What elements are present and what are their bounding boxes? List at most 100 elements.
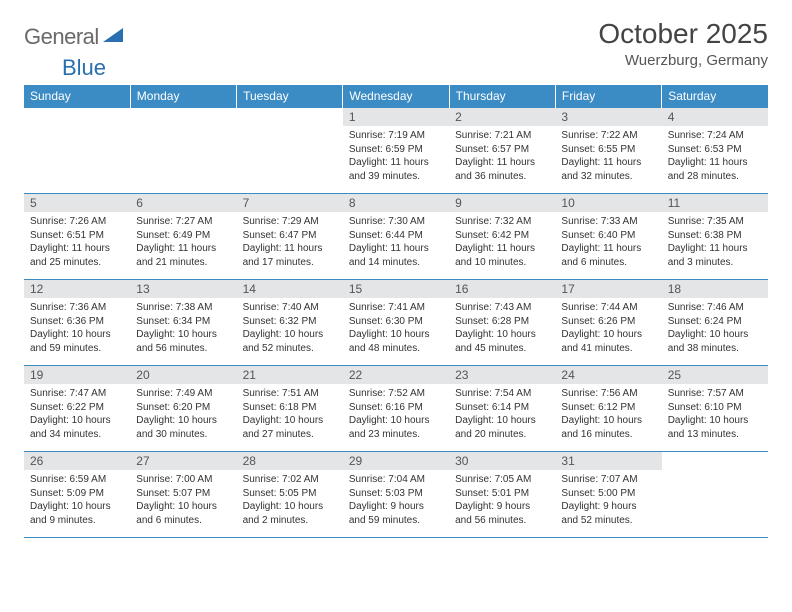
sunrise-text: Sunrise: 7:30 AM [349,215,443,229]
day-number: 16 [449,280,555,298]
day-cell: 28Sunrise: 7:02 AMSunset: 5:05 PMDayligh… [237,452,343,538]
sunset-text: Sunset: 6:10 PM [668,401,762,415]
day-cell: . [130,108,236,194]
daylight-text: Daylight: 10 hours and 45 minutes. [455,328,549,355]
daylight-text: Daylight: 11 hours and 32 minutes. [561,156,655,183]
sunset-text: Sunset: 6:47 PM [243,229,337,243]
week-row: 5Sunrise: 7:26 AMSunset: 6:51 PMDaylight… [24,194,768,280]
sunrise-text: Sunrise: 7:41 AM [349,301,443,315]
day-number: 14 [237,280,343,298]
sunset-text: Sunset: 6:42 PM [455,229,549,243]
sunrise-text: Sunrise: 7:27 AM [136,215,230,229]
day-details: Sunrise: 7:40 AMSunset: 6:32 PMDaylight:… [237,298,343,359]
calendar-table: SundayMondayTuesdayWednesdayThursdayFrid… [24,85,768,538]
week-row: ...1Sunrise: 7:19 AMSunset: 6:59 PMDayli… [24,108,768,194]
daylight-text: Daylight: 10 hours and 30 minutes. [136,414,230,441]
day-cell: 12Sunrise: 7:36 AMSunset: 6:36 PMDayligh… [24,280,130,366]
day-number: 10 [555,194,661,212]
day-cell: . [662,452,768,538]
sunrise-text: Sunrise: 7:22 AM [561,129,655,143]
daylight-text: Daylight: 10 hours and 38 minutes. [668,328,762,355]
sunset-text: Sunset: 5:01 PM [455,487,549,501]
sunrise-text: Sunrise: 7:07 AM [561,473,655,487]
column-header: Friday [555,85,661,108]
sunrise-text: Sunrise: 7:32 AM [455,215,549,229]
daylight-text: Daylight: 11 hours and 25 minutes. [30,242,124,269]
day-details: Sunrise: 7:38 AMSunset: 6:34 PMDaylight:… [130,298,236,359]
day-details: Sunrise: 7:44 AMSunset: 6:26 PMDaylight:… [555,298,661,359]
week-row: 26Sunrise: 6:59 AMSunset: 5:09 PMDayligh… [24,452,768,538]
sunset-text: Sunset: 6:12 PM [561,401,655,415]
sunrise-text: Sunrise: 7:04 AM [349,473,443,487]
sunrise-text: Sunrise: 7:29 AM [243,215,337,229]
day-cell: 11Sunrise: 7:35 AMSunset: 6:38 PMDayligh… [662,194,768,280]
day-details: Sunrise: 7:21 AMSunset: 6:57 PMDaylight:… [449,126,555,187]
column-header: Sunday [24,85,130,108]
daylight-text: Daylight: 10 hours and 27 minutes. [243,414,337,441]
day-cell: 17Sunrise: 7:44 AMSunset: 6:26 PMDayligh… [555,280,661,366]
sunrise-text: Sunrise: 7:24 AM [668,129,762,143]
day-details: Sunrise: 7:36 AMSunset: 6:36 PMDaylight:… [24,298,130,359]
day-details: Sunrise: 7:33 AMSunset: 6:40 PMDaylight:… [555,212,661,273]
day-details: Sunrise: 6:59 AMSunset: 5:09 PMDaylight:… [24,470,130,531]
daylight-text: Daylight: 10 hours and 48 minutes. [349,328,443,355]
sunset-text: Sunset: 5:05 PM [243,487,337,501]
day-details: Sunrise: 7:35 AMSunset: 6:38 PMDaylight:… [662,212,768,273]
day-number: 17 [555,280,661,298]
daylight-text: Daylight: 10 hours and 52 minutes. [243,328,337,355]
day-details: Sunrise: 7:54 AMSunset: 6:14 PMDaylight:… [449,384,555,445]
sunset-text: Sunset: 6:22 PM [30,401,124,415]
day-number: 2 [449,108,555,126]
day-cell: 2Sunrise: 7:21 AMSunset: 6:57 PMDaylight… [449,108,555,194]
sunrise-text: Sunrise: 7:00 AM [136,473,230,487]
sunset-text: Sunset: 5:00 PM [561,487,655,501]
sunset-text: Sunset: 6:18 PM [243,401,337,415]
sunset-text: Sunset: 6:32 PM [243,315,337,329]
sunset-text: Sunset: 6:59 PM [349,143,443,157]
day-cell: 31Sunrise: 7:07 AMSunset: 5:00 PMDayligh… [555,452,661,538]
week-row: 19Sunrise: 7:47 AMSunset: 6:22 PMDayligh… [24,366,768,452]
sunset-text: Sunset: 6:30 PM [349,315,443,329]
day-details: Sunrise: 7:30 AMSunset: 6:44 PMDaylight:… [343,212,449,273]
day-cell: 10Sunrise: 7:33 AMSunset: 6:40 PMDayligh… [555,194,661,280]
day-number: 15 [343,280,449,298]
day-details: Sunrise: 7:19 AMSunset: 6:59 PMDaylight:… [343,126,449,187]
day-number: 24 [555,366,661,384]
daylight-text: Daylight: 9 hours and 59 minutes. [349,500,443,527]
sunset-text: Sunset: 6:53 PM [668,143,762,157]
day-details: Sunrise: 7:00 AMSunset: 5:07 PMDaylight:… [130,470,236,531]
day-details: Sunrise: 7:57 AMSunset: 6:10 PMDaylight:… [662,384,768,445]
day-details: Sunrise: 7:32 AMSunset: 6:42 PMDaylight:… [449,212,555,273]
day-cell: 19Sunrise: 7:47 AMSunset: 6:22 PMDayligh… [24,366,130,452]
logo-text-1: General [24,24,99,50]
day-cell: 7Sunrise: 7:29 AMSunset: 6:47 PMDaylight… [237,194,343,280]
daylight-text: Daylight: 10 hours and 34 minutes. [30,414,124,441]
column-header: Tuesday [237,85,343,108]
day-cell: 22Sunrise: 7:52 AMSunset: 6:16 PMDayligh… [343,366,449,452]
day-number: 13 [130,280,236,298]
day-number: 1 [343,108,449,126]
sunrise-text: Sunrise: 7:35 AM [668,215,762,229]
sunrise-text: Sunrise: 7:49 AM [136,387,230,401]
daylight-text: Daylight: 9 hours and 56 minutes. [455,500,549,527]
sunrise-text: Sunrise: 7:36 AM [30,301,124,315]
daylight-text: Daylight: 10 hours and 59 minutes. [30,328,124,355]
day-cell: 13Sunrise: 7:38 AMSunset: 6:34 PMDayligh… [130,280,236,366]
sunrise-text: Sunrise: 7:38 AM [136,301,230,315]
day-details: Sunrise: 7:46 AMSunset: 6:24 PMDaylight:… [662,298,768,359]
daylight-text: Daylight: 10 hours and 41 minutes. [561,328,655,355]
daylight-text: Daylight: 11 hours and 10 minutes. [455,242,549,269]
daylight-text: Daylight: 9 hours and 52 minutes. [561,500,655,527]
sunrise-text: Sunrise: 7:40 AM [243,301,337,315]
calendar-header-row: SundayMondayTuesdayWednesdayThursdayFrid… [24,85,768,108]
day-cell: 1Sunrise: 7:19 AMSunset: 6:59 PMDaylight… [343,108,449,194]
day-number: 12 [24,280,130,298]
day-cell: 5Sunrise: 7:26 AMSunset: 6:51 PMDaylight… [24,194,130,280]
day-number: 25 [662,366,768,384]
sunset-text: Sunset: 6:24 PM [668,315,762,329]
daylight-text: Daylight: 11 hours and 21 minutes. [136,242,230,269]
daylight-text: Daylight: 10 hours and 56 minutes. [136,328,230,355]
day-details: Sunrise: 7:29 AMSunset: 6:47 PMDaylight:… [237,212,343,273]
column-header: Thursday [449,85,555,108]
day-cell: 30Sunrise: 7:05 AMSunset: 5:01 PMDayligh… [449,452,555,538]
